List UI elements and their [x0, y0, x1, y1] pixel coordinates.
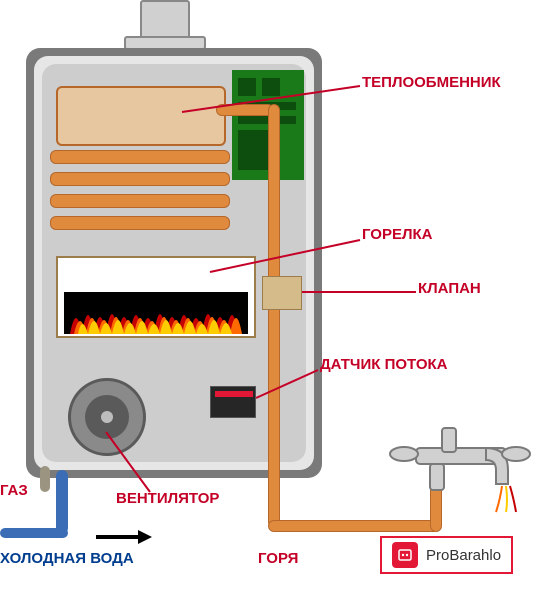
label-hot: ГОРЯ — [258, 550, 298, 567]
label-gas: ГАЗ — [0, 482, 28, 499]
label-heat-exchanger: ТЕПЛООБМЕННИК — [362, 74, 501, 91]
watermark: ProBarahlo — [380, 536, 513, 574]
watermark-icon — [392, 542, 418, 568]
label-valve: КЛАПАН — [418, 280, 481, 297]
watermark-text: ProBarahlo — [426, 547, 501, 564]
label-flow-sensor: ДАТЧИК ПОТОКА — [320, 356, 447, 373]
label-burner: ГОРЕЛКА — [362, 226, 433, 243]
label-fan: ВЕНТИЛЯТОР — [116, 490, 219, 507]
label-cold-water: ХОЛОДНАЯ ВОДА — [0, 550, 134, 567]
diagram-canvas: ТЕПЛООБМЕННИК ГОРЕЛКА КЛАПАН ДАТЧИК ПОТО… — [0, 0, 557, 592]
